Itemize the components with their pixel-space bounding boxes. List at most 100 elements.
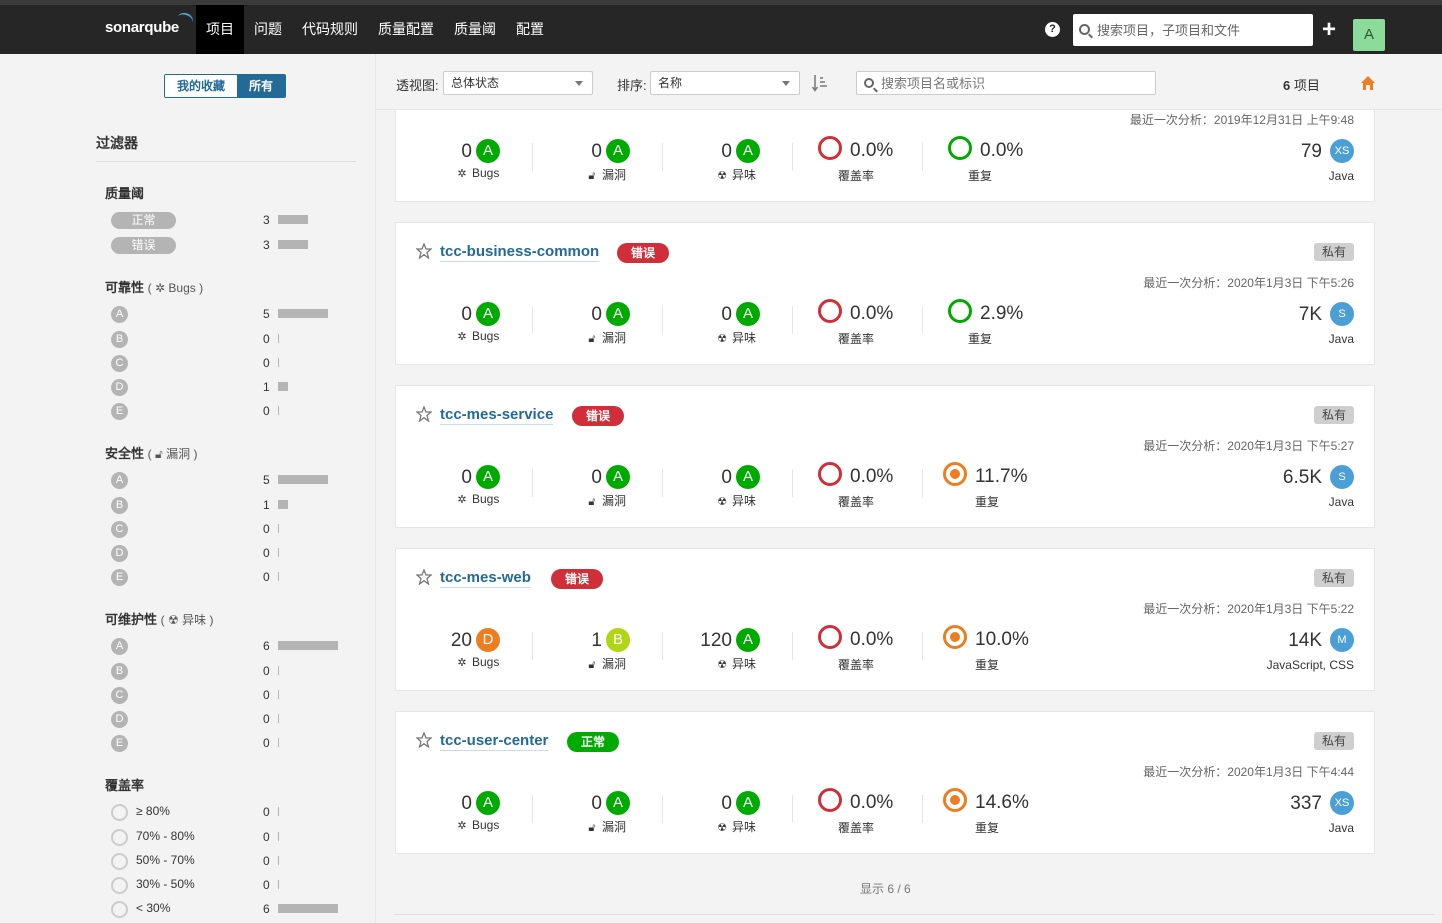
help-icon[interactable]: ? [1045,22,1060,37]
project-name-link[interactable]: tcc-user-center [440,732,549,751]
global-search[interactable] [1073,14,1313,46]
measure-coverage[interactable]: 0.0% 覆盖率 [818,295,928,346]
measure-code-smells[interactable]: 0 A ☢ 异味 [676,459,796,508]
measure-duplications[interactable]: 0.0% 重复 [948,132,1058,183]
nav-quality-profiles[interactable]: 质量配置 [378,21,434,37]
measure-separator [792,306,793,334]
code-smell-icon: ☢ [717,333,727,345]
measure-vulnerabilities[interactable]: 0 A 🔓︎ 漏洞 [546,133,666,182]
coverage-ring-icon [818,136,842,160]
measure-size[interactable]: 6.5K S Java [1282,465,1354,509]
facet-coverage-80[interactable]: ≥ 80% 0 [111,802,351,822]
facet-count: 0 [263,570,270,584]
shown-count: 显示 6 / 6 [860,882,911,896]
coverage-ring-icon [111,853,128,870]
project-search-input[interactable] [881,72,1151,94]
measure-duplications[interactable]: 10.0% 重复 [943,621,1053,672]
coverage-ring-icon [111,804,128,821]
measure-coverage[interactable]: 0.0% 覆盖率 [818,132,928,183]
project-name-link[interactable]: tcc-business-common [440,243,600,262]
sort-select[interactable]: 名称 [650,71,800,95]
measure-bugs[interactable]: 0 A ✲ Bugs [457,302,500,343]
star-icon[interactable] [416,732,432,748]
measure-size[interactable]: 7K S Java [1298,302,1354,346]
measure-bugs[interactable]: 0 A ✲ Bugs [457,465,500,506]
facet-coverage-50[interactable]: 50% - 70% 0 [111,851,351,871]
measure-size[interactable]: 337 XS Java [1290,791,1354,835]
star-icon[interactable] [416,243,432,259]
create-plus-icon[interactable]: + [1322,16,1337,43]
facet-count: 1 [263,380,270,394]
measure-separator [662,306,663,334]
nav-projects[interactable]: 项目 [196,5,244,54]
measure-coverage[interactable]: 0.0% 覆盖率 [818,784,928,835]
global-search-input[interactable] [1097,14,1307,46]
nav-quality-gates[interactable]: 质量阈 [454,21,496,37]
measure-bugs[interactable]: 0 A ✲ Bugs [457,139,500,180]
facet-bar [278,714,279,723]
user-avatar[interactable]: A [1353,19,1385,51]
measure-code-smells[interactable]: 0 A ☢ 异味 [676,133,796,182]
measure-vulnerabilities[interactable]: 0 A 🔓︎ 漏洞 [546,459,666,508]
facet-coverage-70[interactable]: 70% - 80% 0 [111,827,351,847]
measure-coverage[interactable]: 0.0% 覆盖率 [818,458,928,509]
facet-count: 3 [263,238,270,252]
filters-sidebar: 我的收藏 所有 过滤器 质量阈 正常 3 错误 3 可靠性 ( ✲ Bugs )… [0,54,376,923]
project-search[interactable] [856,71,1156,95]
measure-bugs[interactable]: 0 A ✲ Bugs [457,791,500,832]
sort-order-icon[interactable] [812,74,828,92]
measure-code-smells[interactable]: 120 A ☢ 异味 [676,622,796,671]
home-icon[interactable] [1360,75,1376,91]
rating-e-icon: E [111,403,128,420]
measure-duplications[interactable]: 14.6% 重复 [943,784,1053,835]
coverage-ring-icon [818,625,842,649]
nav-rules[interactable]: 代码规则 [302,21,358,37]
favorites-toggle-button[interactable]: 我的收藏 [165,75,238,97]
measure-size[interactable]: 79 XS Java [1300,139,1354,183]
facet-count: 3 [263,213,270,227]
rating-badge: A [476,302,500,326]
project-name-link[interactable]: tcc-mes-web [440,569,531,588]
project-name-link[interactable]: tcc-mes-service [440,406,554,425]
measure-duplications[interactable]: 2.9% 重复 [948,295,1058,346]
nav-administration[interactable]: 配置 [516,21,544,37]
facet-bar [278,690,279,699]
facet-qg-error[interactable]: 错误 3 [111,235,351,255]
facet-coverage-30[interactable]: 30% - 50% 0 [111,875,351,895]
star-icon[interactable] [416,569,432,585]
measure-bugs[interactable]: 20 D ✲ Bugs [450,628,500,669]
lock-icon: 🔓︎ [588,822,596,834]
measure-code-smells[interactable]: 0 A ☢ 异味 [676,785,796,834]
sonarqube-logo[interactable]: sonarqube [105,10,195,36]
measure-code-smells[interactable]: 0 A ☢ 异味 [676,296,796,345]
perspective-select[interactable]: 总体状态 [443,71,593,95]
measure-vulnerabilities[interactable]: 0 A 🔓︎ 漏洞 [546,785,666,834]
nav-issues[interactable]: 问题 [254,21,282,37]
measure-vulnerabilities[interactable]: 0 A 🔓︎ 漏洞 [546,296,666,345]
measure-vulnerabilities[interactable]: 1 B 🔓︎ 漏洞 [546,622,666,671]
facet-qg-ok[interactable]: 正常 3 [111,210,351,230]
star-icon[interactable] [416,406,432,422]
size-badge: S [1330,465,1354,489]
measure-size[interactable]: 14K M JavaScript, CSS [1266,628,1354,672]
measure-coverage[interactable]: 0.0% 覆盖率 [818,621,928,672]
measure-duplications[interactable]: 11.7% 重复 [943,458,1053,509]
all-toggle-button[interactable]: 所有 [237,75,286,97]
lock-icon: 🔓︎ [588,659,596,671]
facet-coverage-lt30[interactable]: < 30% 6 [111,899,351,919]
